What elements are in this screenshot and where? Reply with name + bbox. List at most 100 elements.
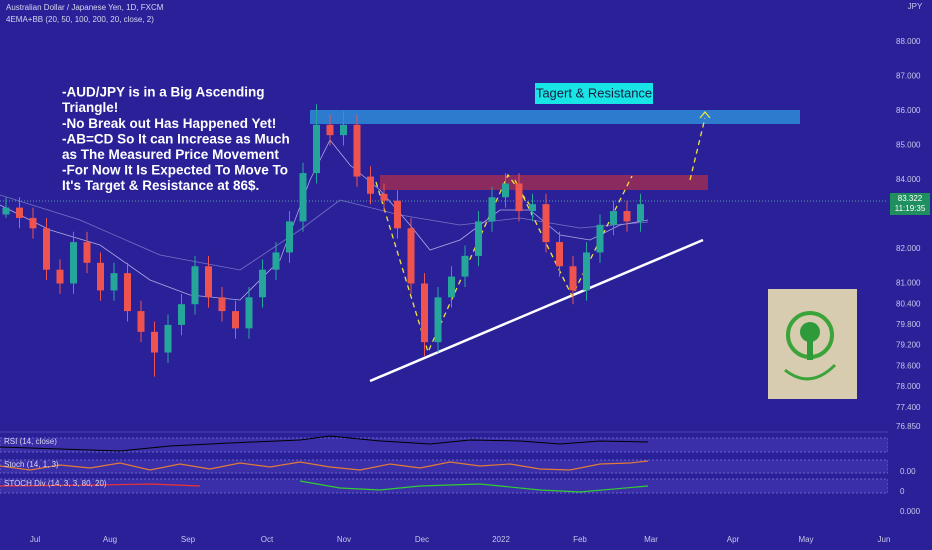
logo: [768, 289, 857, 399]
price-tick-label: 78.000: [896, 382, 921, 391]
price-tick-label: 82.000: [896, 244, 921, 253]
candle-body: [542, 204, 550, 243]
candle-body: [380, 193, 388, 201]
indicator-axis-label: 0.000: [900, 507, 921, 516]
candle-body: [178, 304, 185, 325]
candle-body: [569, 266, 577, 291]
candle-body: [367, 176, 374, 194]
candle-body: [191, 266, 199, 305]
candle-body: [583, 252, 590, 291]
price-tick-label: 77.400: [896, 403, 921, 412]
time-label: Apr: [727, 535, 740, 544]
indicator-legend: 4EMA+BB (20, 50, 100, 200, 20, close, 2): [6, 15, 154, 24]
projection: [689, 117, 706, 181]
time-label: Jul: [30, 535, 40, 544]
candle-body: [97, 262, 104, 291]
candle-body: [83, 242, 91, 263]
candle-body: [56, 269, 64, 284]
price-tick-label: 79.200: [896, 341, 921, 350]
candle-body: [16, 207, 23, 218]
candle-body: [245, 297, 253, 329]
time-label: Jun: [878, 535, 891, 544]
rsi-band: [0, 437, 889, 453]
price-tick-label: 81.000: [896, 279, 921, 288]
rsi-line: [0, 435, 649, 452]
stochdiv-line: [0, 483, 201, 487]
candle-body: [448, 276, 455, 298]
candle-body: [151, 331, 158, 353]
arrow-head: [699, 110, 711, 119]
stochdiv-band: [0, 478, 889, 494]
indicator-label: Stoch (14, 1, 3): [4, 460, 59, 469]
candle-body: [421, 283, 428, 343]
candle-body: [218, 297, 226, 312]
time-label: May: [798, 535, 813, 544]
candle-body: [70, 242, 77, 284]
candle-body: [434, 297, 442, 343]
candle-body: [259, 269, 266, 298]
time-label: Dec: [415, 535, 429, 544]
candle-body: [205, 266, 212, 298]
time-label: Aug: [103, 535, 117, 544]
annotation-line: Triangle!: [62, 100, 118, 115]
candle-body: [515, 183, 523, 212]
candle-body: [137, 311, 145, 332]
candle-body: [2, 207, 10, 215]
currency: JPY: [908, 2, 923, 11]
candle-body: [286, 221, 293, 253]
candle-body: [340, 124, 347, 136]
target-label: Tagert & Resistance: [536, 85, 652, 100]
indicator-axis-label: 0: [900, 487, 905, 496]
candle-body: [475, 221, 482, 256]
time-label: 2022: [492, 535, 510, 544]
time-label: Sep: [181, 535, 196, 544]
price-tick-label: 80.400: [896, 299, 921, 308]
stoch-band: [0, 459, 889, 474]
candle-body: [502, 183, 509, 198]
candle-body: [326, 124, 334, 136]
candle-body: [556, 242, 563, 267]
annotation-line: -For Now It Is Expected To Move To: [62, 163, 288, 178]
time-label: Feb: [573, 535, 587, 544]
price-tick-label: 86.000: [896, 106, 921, 115]
resistance-zone: [380, 175, 708, 190]
countdown: 11:19:35: [895, 204, 926, 213]
candle-body: [488, 197, 496, 222]
stoch-line: [0, 460, 649, 471]
candle-body: [29, 217, 37, 229]
candle-body: [232, 311, 239, 329]
ema-line: [0, 139, 649, 301]
time-label: Oct: [261, 535, 274, 544]
candle-body: [313, 124, 320, 174]
candle-body: [164, 324, 172, 353]
ema-line-2: [0, 194, 649, 271]
target-zone: [310, 110, 800, 124]
price-tick-label: 79.800: [896, 320, 921, 329]
time-label: Mar: [644, 535, 658, 544]
price-tick-label: 84.000: [896, 175, 921, 184]
stochdiv-line-2: [299, 480, 649, 493]
candle-body: [394, 200, 401, 229]
candle-body: [43, 228, 50, 270]
candle-body: [596, 224, 604, 253]
last-price: 83.322: [898, 194, 923, 203]
annotation-line: -No Break out Has Happened Yet!: [62, 116, 276, 131]
indicator-label: RSI (14, close): [4, 437, 57, 446]
time-label: Nov: [337, 535, 351, 544]
annotation-line: It's Target & Resistance at 86$.: [62, 178, 259, 193]
candle-body: [124, 273, 131, 312]
target-box: [535, 83, 653, 104]
price-label-box: [890, 193, 930, 215]
annotation-line: -AB=CD So It can Increase as Much: [62, 131, 290, 146]
price-tick-label: 88.000: [896, 37, 921, 46]
candle-body: [272, 252, 280, 270]
price-tick-label: 78.600: [896, 361, 921, 370]
candle-body: [353, 124, 361, 177]
symbol: Australian Dollar / Japanese Yen, 1D, FX…: [6, 3, 164, 12]
candle-body: [110, 273, 118, 291]
annotation-line: -AUD/JPY is in a Big Ascending: [62, 85, 265, 100]
candle-body: [529, 204, 536, 212]
annotation-line: as The Measured Price Movement: [62, 147, 279, 162]
